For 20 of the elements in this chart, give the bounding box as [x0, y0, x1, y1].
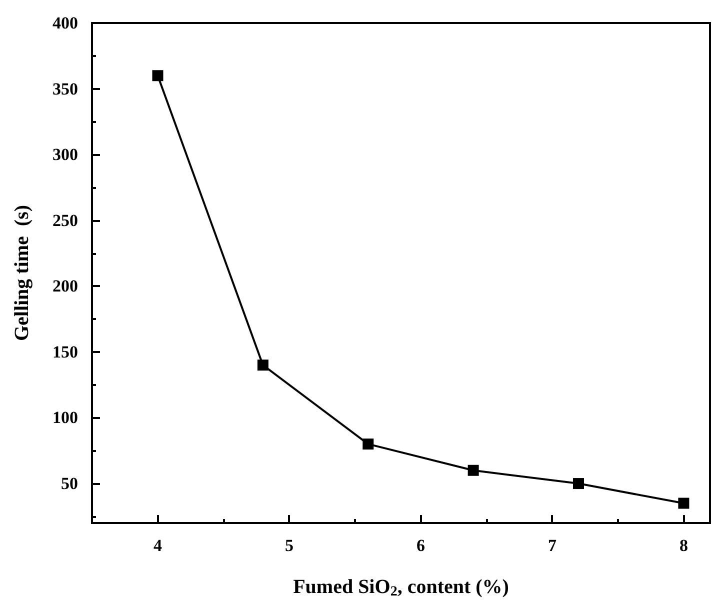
y-tick-label: 100: [52, 408, 78, 428]
point: [468, 464, 479, 476]
y-tick-label: 350: [52, 79, 78, 98]
y-axis-title: Gelling time (s): [11, 204, 33, 342]
point: [257, 360, 268, 371]
y-tick-label: 150: [52, 342, 78, 362]
x-tick-label: 4: [153, 536, 162, 555]
y-tick-label: 200: [52, 276, 78, 296]
point: [152, 70, 164, 82]
x-tick-label: 5: [284, 536, 294, 555]
point: [573, 478, 584, 490]
y-tick-label: 50: [61, 474, 78, 494]
point: [362, 438, 374, 450]
y-tick-label: 250: [52, 210, 78, 230]
x-tick-label: 6: [416, 536, 425, 555]
y-tick-label: 300: [52, 145, 78, 164]
y-tick-label: 400: [52, 14, 78, 32]
x-tick-label: 7: [548, 536, 557, 555]
point: [678, 498, 690, 509]
x-tick-label: 8: [679, 536, 688, 555]
